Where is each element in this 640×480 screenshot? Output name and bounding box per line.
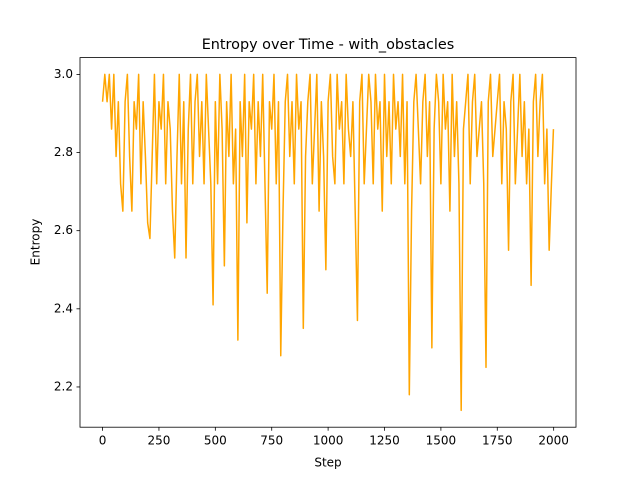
x-tick-label: 1000 <box>313 434 344 448</box>
x-tick-label: 1250 <box>369 434 400 448</box>
x-axis-label: Step <box>314 456 341 470</box>
x-tick-label: 1750 <box>482 434 513 448</box>
x-tick-label: 750 <box>260 434 283 448</box>
y-tick-label: 2.6 <box>54 223 73 237</box>
x-tick-label: 500 <box>204 434 227 448</box>
x-tick-label: 0 <box>99 434 107 448</box>
chart-title: Entropy over Time - with_obstacles <box>202 37 455 53</box>
x-tick-label: 1500 <box>426 434 457 448</box>
y-axis-label: Entropy <box>29 219 43 266</box>
x-tick-label: 250 <box>147 434 170 448</box>
x-tick-label: 2000 <box>538 434 569 448</box>
y-tick-label: 2.4 <box>54 301 73 315</box>
y-tick-label: 3.0 <box>54 67 73 81</box>
data-line <box>101 73 555 412</box>
y-tick-label: 2.2 <box>54 379 73 393</box>
y-tick-label: 2.8 <box>54 145 73 159</box>
